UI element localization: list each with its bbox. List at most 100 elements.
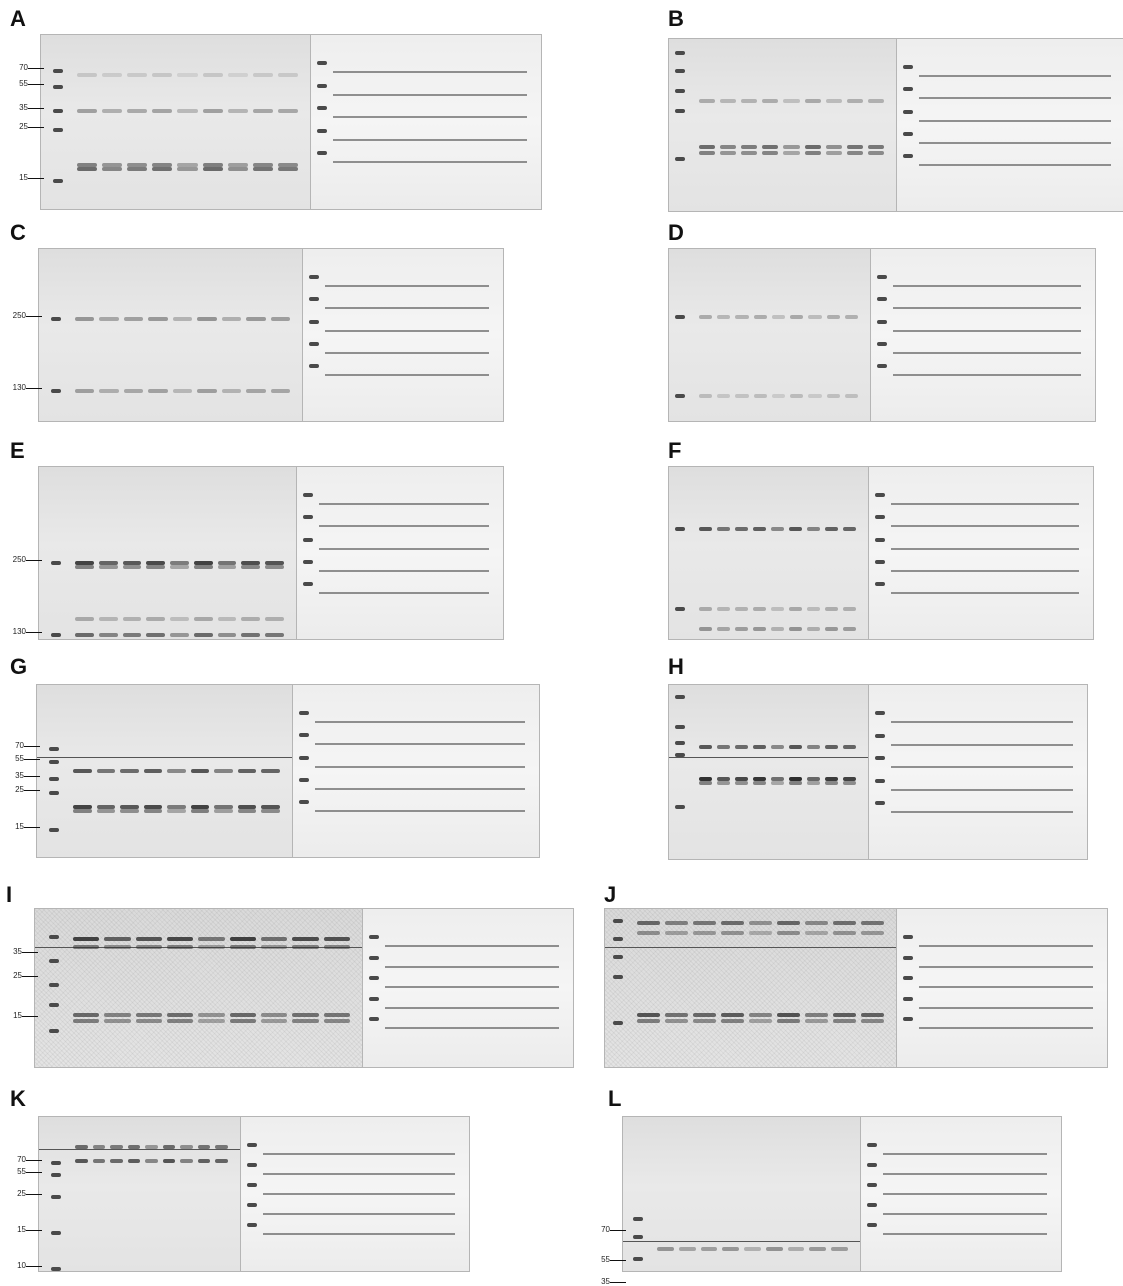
- sample-band: [96, 805, 116, 809]
- sample-band: [735, 777, 748, 781]
- total-protein-stain-image: [896, 908, 1108, 1068]
- sample-band: [202, 73, 223, 77]
- sample-band: [96, 769, 116, 773]
- stain-band: [325, 307, 489, 309]
- sample-band: [73, 945, 100, 949]
- blot-split-line: [37, 757, 293, 758]
- stain-band: [919, 966, 1093, 968]
- stain-ladder-band: [875, 756, 885, 760]
- total-protein-stain-image: [896, 38, 1123, 212]
- stain-band: [919, 120, 1111, 122]
- sample-band: [261, 1019, 288, 1023]
- sample-band: [146, 617, 166, 621]
- sample-band: [825, 777, 838, 781]
- sample-band: [193, 565, 213, 569]
- sample-band: [270, 389, 290, 393]
- sample-band: [127, 1145, 141, 1149]
- mw-marker-tick: [22, 1016, 38, 1017]
- mw-marker-label: 250: [12, 311, 26, 320]
- mw-marker-tick: [26, 632, 42, 633]
- sample-band: [167, 1019, 194, 1023]
- mw-marker-label: 70: [19, 63, 28, 72]
- sample-band: [177, 109, 198, 113]
- stain-band: [893, 330, 1081, 332]
- ladder-band: [51, 389, 61, 393]
- stain-ladder-band: [317, 129, 327, 133]
- sample-band: [783, 99, 800, 103]
- sample-band: [699, 394, 713, 398]
- sample-band: [699, 151, 716, 155]
- sample-band: [261, 769, 280, 773]
- sample-band: [789, 607, 802, 611]
- stain-band: [263, 1213, 455, 1215]
- sample-band: [804, 151, 821, 155]
- panel-label: K: [10, 1086, 26, 1111]
- sample-band: [127, 109, 148, 113]
- sample-band: [807, 777, 820, 781]
- sample-band: [867, 99, 884, 103]
- western-blot-image: [668, 248, 872, 422]
- sample-band: [246, 317, 266, 321]
- sample-band: [197, 1159, 211, 1163]
- stain-ladder-band: [369, 976, 379, 980]
- sample-band: [98, 617, 118, 621]
- sample-band: [198, 937, 225, 941]
- sample-band: [790, 394, 804, 398]
- sample-band: [753, 607, 766, 611]
- sample-band: [127, 73, 148, 77]
- sample-band: [808, 315, 822, 319]
- sample-band: [102, 163, 123, 167]
- stain-ladder-band: [369, 997, 379, 1001]
- sample-band: [843, 527, 856, 531]
- ladder-band: [51, 561, 61, 565]
- stain-ladder-band: [247, 1163, 257, 1167]
- ladder-band: [675, 315, 685, 319]
- mw-marker-tick: [26, 1194, 42, 1195]
- sample-band: [167, 809, 186, 813]
- ladder-band: [53, 69, 63, 73]
- sample-band: [120, 805, 139, 809]
- sample-band: [749, 921, 772, 925]
- sample-band: [783, 145, 800, 149]
- mw-marker-label: 35: [13, 947, 22, 956]
- sample-band: [217, 565, 237, 569]
- sample-band: [197, 317, 217, 321]
- stain-band: [919, 1027, 1093, 1029]
- stain-ladder-band: [903, 956, 913, 960]
- sample-band: [135, 945, 162, 949]
- sample-band: [665, 931, 688, 935]
- sample-band: [73, 809, 92, 813]
- sample-band: [665, 921, 688, 925]
- sample-band: [744, 1247, 761, 1251]
- sample-band: [143, 769, 163, 773]
- stain-band: [333, 71, 527, 73]
- stain-ladder-band: [299, 756, 309, 760]
- stain-ladder-band: [903, 132, 913, 136]
- stain-band: [919, 164, 1111, 166]
- mw-marker-label: 130: [12, 383, 26, 392]
- sample-band: [790, 315, 804, 319]
- sample-band: [637, 931, 660, 935]
- stain-ladder-band: [247, 1203, 257, 1207]
- sample-band: [193, 561, 213, 565]
- western-blot-image: [40, 34, 312, 210]
- sample-band: [152, 73, 173, 77]
- sample-band: [135, 1013, 162, 1017]
- mw-marker-tick: [610, 1230, 626, 1231]
- stain-band: [919, 1007, 1093, 1009]
- mw-marker-tick: [28, 108, 44, 109]
- mw-marker-tick: [24, 790, 40, 791]
- sample-band: [145, 1145, 158, 1149]
- blot-split-line: [623, 1241, 861, 1242]
- stain-band: [315, 788, 525, 790]
- mw-marker-label: 55: [19, 79, 28, 88]
- sample-band: [227, 167, 248, 171]
- sample-band: [717, 777, 730, 781]
- panel-label: F: [668, 438, 682, 463]
- sample-band: [753, 315, 767, 319]
- western-blot-image: [38, 466, 298, 640]
- ladder-band: [51, 1267, 61, 1271]
- sample-band: [678, 1247, 696, 1251]
- mw-marker-tick: [24, 827, 40, 828]
- sample-band: [148, 317, 168, 321]
